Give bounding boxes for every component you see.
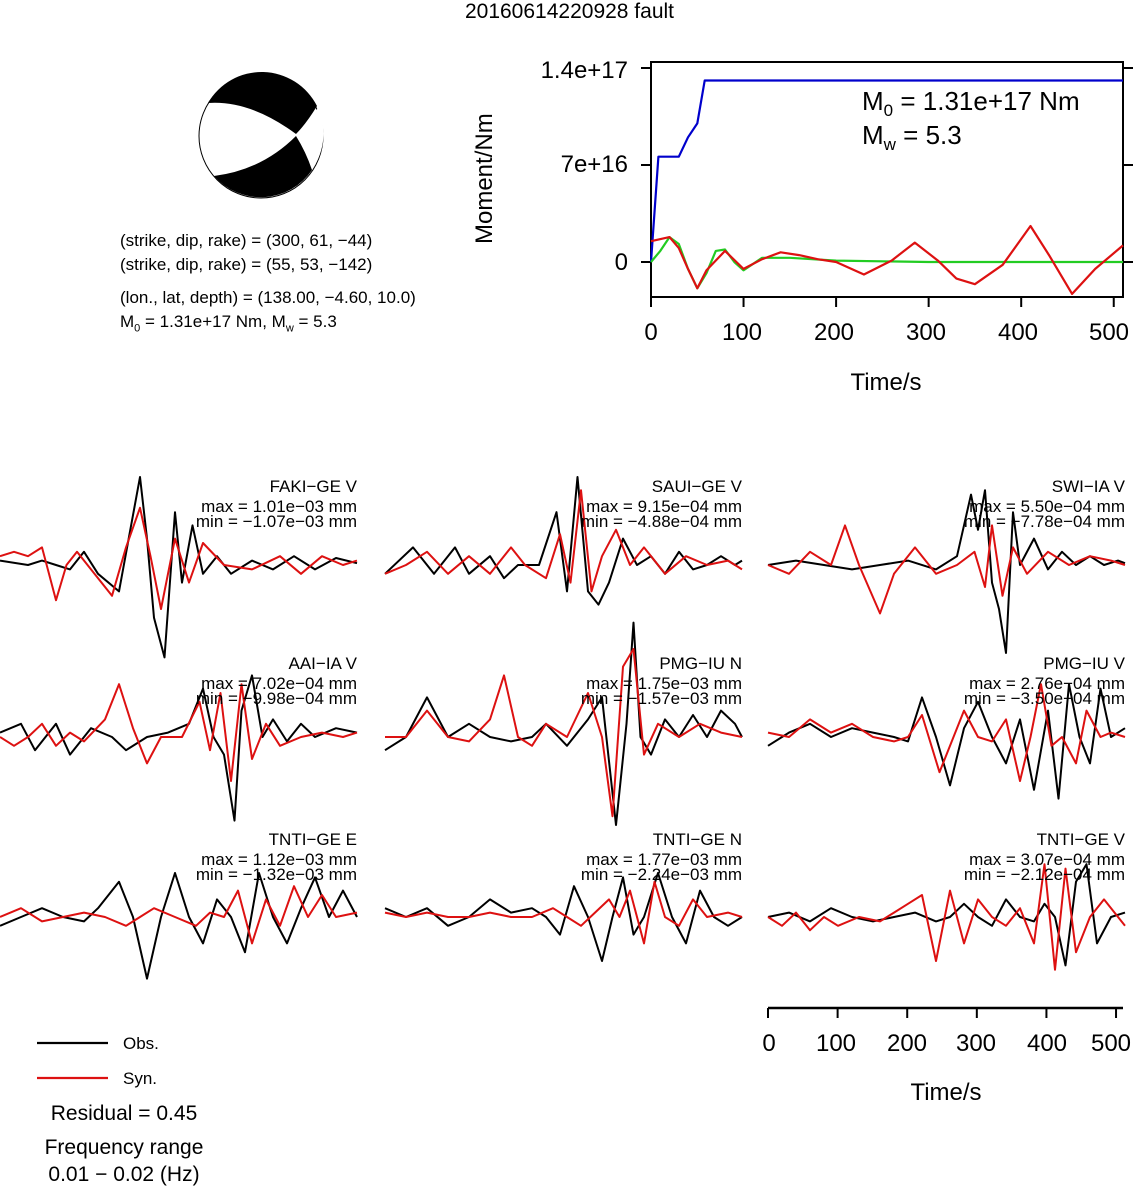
waveform-xtick-label: 300 (955, 1030, 997, 1057)
waveform-syn-trace (384, 489, 743, 593)
station-min-label: min = −1.07e−03 mm (195, 512, 357, 531)
legend-obs-label: Obs. (123, 1034, 159, 1053)
moment-plot-frame (650, 61, 1124, 298)
waveform-syn-trace (385, 648, 743, 818)
station-max-label: max = 3.07e−04 mm (969, 850, 1125, 869)
station-name-label: PMG−IU V (1043, 654, 1125, 673)
frequency-value: 0.01 − 0.02 (Hz) (48, 1163, 200, 1186)
waveform-obs-trace (767, 683, 1126, 800)
station-name-label: SAUI−GE V (651, 477, 742, 496)
waveform-obs-trace (384, 621, 743, 826)
m0-annot-symbol: M (862, 86, 884, 116)
moment-xtick-label: 300 (905, 319, 947, 346)
waveform-obs-trace (384, 872, 743, 962)
waveform-obs-trace (384, 476, 743, 606)
moment-ytick-label: 1.4e+17 (540, 57, 628, 84)
beachball (198, 72, 324, 199)
plane2-text: (strike, dip, rake) = (55, 53, −142) (120, 255, 373, 274)
station-min-label: min = −2.24e−03 mm (580, 865, 742, 884)
station-min-label: min = −1.32e−03 mm (195, 865, 357, 884)
moment-xtick-label: 0 (644, 319, 658, 346)
station-max-label: max = 2.76e−04 mm (969, 674, 1125, 693)
station-max-label: max = 1.77e−03 mm (586, 850, 742, 869)
waveform-xtick-label: 400 (1026, 1030, 1068, 1057)
station-name-label: TNTI−GE V (1036, 830, 1125, 849)
waveform-syn-trace (0, 683, 358, 782)
station-min-label: min = −7.78e−04 mm (963, 512, 1125, 531)
waveform-obs-trace (767, 863, 1126, 967)
mw-annot-sub: w (883, 135, 896, 155)
waveform-syn-trace (767, 683, 1126, 782)
mw-subscript: w (285, 322, 294, 335)
station-min-label: min = −2.12e−04 mm (963, 865, 1125, 884)
station-name-label: PMG−IU N (659, 654, 742, 673)
waveform-xtick-label: 200 (886, 1030, 928, 1057)
mw-annot-symbol: M (862, 120, 884, 150)
waveform-xtick-label: 0 (762, 1030, 776, 1057)
location-text: (lon., lat, depth) = (138.00, −4.60, 10.… (120, 288, 416, 307)
residual-text: Residual = 0.45 (50, 1102, 198, 1125)
waveform-xtick-label: 100 (815, 1030, 857, 1057)
legend-syn-label: Syn. (123, 1069, 158, 1088)
moment-ytick-label: 7e+16 (560, 151, 628, 178)
waveform-obs-trace (0, 674, 358, 822)
station-name-label: TNTI−GE E (268, 830, 357, 849)
station-max-label: max = 5.50e−04 mm (969, 497, 1125, 516)
station-name-label: AAI−IA V (288, 654, 357, 673)
waveform-syn-trace (384, 880, 743, 945)
station-min-label: min = −4.88e−04 mm (580, 512, 742, 531)
waveform-syn-trace (767, 524, 1126, 615)
mw-annot-value: = 5.3 (895, 120, 962, 150)
station-max-label: max = 1.75e−03 mm (586, 674, 742, 693)
waveform-obs-trace (0, 476, 358, 659)
m0-value: = 1.31e+17 Nm, M (140, 312, 286, 331)
station-max-label: max = 1.12e−03 mm (201, 850, 357, 869)
station-name-label: TNTI−GE N (652, 830, 742, 849)
moment-xlabel: Time/s (850, 369, 922, 396)
m0-symbol: M (120, 312, 135, 331)
waveform-syn-trace (0, 885, 358, 945)
page-title: 20160614220928 fault (464, 0, 675, 23)
moment-ytick-label: 0 (614, 249, 628, 276)
station-max-label: max = 1.01e−03 mm (201, 497, 357, 516)
plane1-text: (strike, dip, rake) = (300, 61, −44) (120, 231, 373, 250)
station-min-label: min = −1.57e−03 mm (580, 689, 742, 708)
waveform-syn-trace (0, 506, 358, 610)
moment-xtick-label: 500 (1088, 319, 1130, 346)
moment-xtick-label: 400 (997, 319, 1039, 346)
moment-xtick-label: 200 (813, 319, 855, 346)
beachball-compression-top (208, 72, 317, 134)
m0-subscript: 0 (134, 322, 141, 335)
moment-summary: M0 = 1.31e+17 Nm, Mw = 5.3 (120, 312, 337, 334)
moment-series-red (650, 224, 1124, 295)
m0-annot-sub: 0 (883, 101, 894, 121)
moment-m0-annotation: M0 = 1.31e+17 Nm (862, 86, 1080, 121)
station-max-label: max = 9.15e−04 mm (586, 497, 742, 516)
station-min-label: min = −9.98e−04 mm (195, 689, 357, 708)
beachball-dilatation-right (297, 108, 324, 168)
frequency-title: Frequency range (44, 1136, 204, 1159)
beachball-compression-bottom (214, 136, 312, 198)
moment-series-blue (649, 79, 1123, 263)
station-max-label: max = 7.02e−04 mm (201, 674, 357, 693)
moment-mw-annotation: Mw = 5.3 (862, 120, 962, 155)
station-min-label: min = −3.50e−04 mm (963, 689, 1125, 708)
waveform-xlabel: Time/s (910, 1079, 982, 1106)
station-name-label: SWI−IA V (1051, 477, 1125, 496)
moment-ylabel: Moment/Nm (471, 113, 498, 244)
mw-value: = 5.3 (293, 312, 337, 331)
waveform-obs-trace (0, 872, 358, 980)
station-name-label: FAKI−GE V (269, 477, 357, 496)
m0-annot-value: = 1.31e+17 Nm (893, 86, 1080, 116)
waveform-syn-trace (767, 863, 1126, 971)
moment-xtick-label: 100 (721, 319, 763, 346)
waveform-xtick-label: 500 (1090, 1030, 1132, 1057)
waveform-obs-trace (767, 489, 1126, 654)
